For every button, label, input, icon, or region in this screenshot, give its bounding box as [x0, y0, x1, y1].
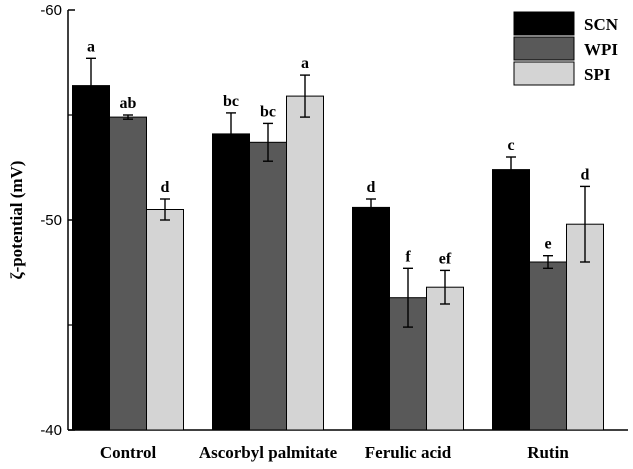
x-category-label: Ferulic acid [365, 443, 452, 462]
bar-scn-1 [212, 133, 250, 431]
bar-scn-3 [492, 169, 530, 431]
significance-label: c [507, 137, 514, 154]
legend-label: SPI [584, 65, 611, 84]
legend-swatch-wpi [513, 36, 575, 61]
significance-label: a [301, 55, 309, 72]
significance-label: bc [260, 103, 276, 120]
significance-label: ef [439, 250, 452, 267]
y-tick-label: -50 [40, 212, 62, 229]
significance-label: d [367, 179, 376, 196]
y-tick-label: -60 [40, 2, 62, 19]
bar-spi-2 [426, 286, 464, 431]
bar-spi-1 [286, 95, 324, 431]
bar-wpi-3 [529, 261, 567, 431]
bar-wpi-1 [249, 141, 287, 431]
bar-wpi-0 [109, 116, 147, 431]
bar-scn-0 [72, 85, 110, 431]
legend-label: SCN [584, 15, 619, 34]
significance-label: ab [120, 95, 137, 112]
x-category-label: Control [100, 443, 157, 462]
bar-spi-0 [146, 209, 184, 431]
significance-label: d [161, 179, 170, 196]
significance-label: f [405, 248, 411, 265]
y-tick-label: -40 [40, 422, 62, 439]
legend-swatch-scn [513, 11, 575, 36]
legend-swatch-spi [513, 61, 575, 86]
x-category-label: Rutin [527, 443, 569, 462]
legend-label: WPI [584, 40, 618, 59]
significance-label: a [87, 38, 95, 55]
significance-label: d [581, 166, 590, 183]
bar-scn-2 [352, 206, 390, 431]
y-axis-title: ζ-potential (mV) [7, 161, 26, 280]
significance-label: e [544, 236, 551, 253]
significance-label: bc [223, 93, 239, 110]
x-category-label: Ascorbyl palmitate [199, 443, 338, 462]
